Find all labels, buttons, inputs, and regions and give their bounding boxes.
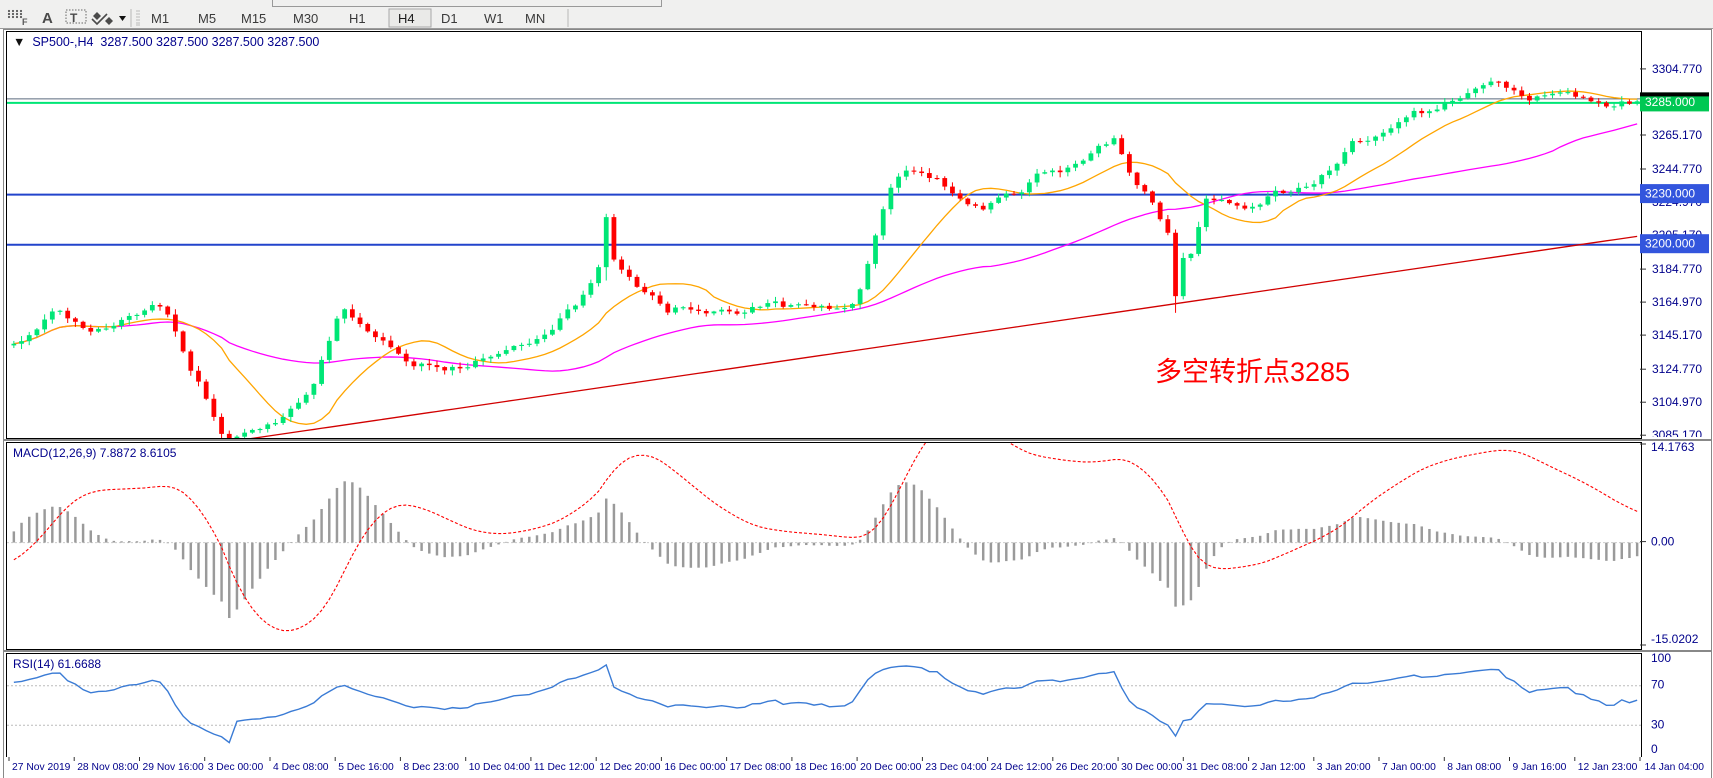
svg-text:70: 70	[1651, 678, 1665, 692]
svg-text:T: T	[70, 11, 78, 25]
svg-text:3164.970: 3164.970	[1652, 295, 1702, 309]
svg-text:3230.000: 3230.000	[1645, 187, 1695, 201]
svg-text:F: F	[22, 17, 28, 27]
svg-text:8 Jan 08:00: 8 Jan 08:00	[1447, 762, 1501, 773]
svg-text:3 Jan 20:00: 3 Jan 20:00	[1317, 762, 1371, 773]
svg-text:16 Dec 00:00: 16 Dec 00:00	[664, 762, 726, 773]
svg-text:3304.770: 3304.770	[1652, 62, 1702, 76]
svg-text:0: 0	[1651, 742, 1658, 756]
svg-text:24 Dec 12:00: 24 Dec 12:00	[991, 762, 1053, 773]
svg-text:W1: W1	[484, 11, 504, 26]
svg-text:28 Nov 08:00: 28 Nov 08:00	[77, 762, 139, 773]
svg-text:3184.770: 3184.770	[1652, 262, 1702, 276]
svg-text:3200.000: 3200.000	[1645, 237, 1695, 251]
svg-text:23 Dec 04:00: 23 Dec 04:00	[925, 762, 987, 773]
svg-text:14 Jan 04:00: 14 Jan 04:00	[1644, 762, 1704, 773]
svg-text:10 Dec 04:00: 10 Dec 04:00	[469, 762, 531, 773]
svg-text:12 Jan 23:00: 12 Jan 23:00	[1578, 762, 1638, 773]
svg-text:3085.170: 3085.170	[1652, 428, 1702, 437]
svg-text:12 Dec 20:00: 12 Dec 20:00	[599, 762, 661, 773]
svg-text:26 Dec 20:00: 26 Dec 20:00	[1056, 762, 1118, 773]
svg-text:30 Dec 00:00: 30 Dec 00:00	[1121, 762, 1183, 773]
svg-text:3 Dec 00:00: 3 Dec 00:00	[208, 762, 264, 773]
svg-text:M15: M15	[241, 11, 266, 26]
svg-text:3104.970: 3104.970	[1652, 395, 1702, 409]
svg-text:20 Dec 00:00: 20 Dec 00:00	[860, 762, 922, 773]
svg-text:M1: M1	[151, 11, 169, 26]
svg-text:D1: D1	[441, 11, 458, 26]
svg-text:-15.0202: -15.0202	[1651, 632, 1699, 646]
svg-text:3124.770: 3124.770	[1652, 362, 1702, 376]
svg-text:9 Jan 16:00: 9 Jan 16:00	[1513, 762, 1567, 773]
svg-text:18 Dec 16:00: 18 Dec 16:00	[795, 762, 857, 773]
svg-text:29 Nov 16:00: 29 Nov 16:00	[143, 762, 205, 773]
svg-text:M30: M30	[293, 11, 318, 26]
svg-text:M5: M5	[198, 11, 216, 26]
svg-text:30: 30	[1651, 717, 1665, 731]
svg-text:11 Dec 12:00: 11 Dec 12:00	[534, 762, 595, 773]
svg-text:3265.170: 3265.170	[1652, 128, 1702, 142]
svg-text:4 Dec 08:00: 4 Dec 08:00	[273, 762, 329, 773]
svg-text:3145.170: 3145.170	[1652, 328, 1702, 342]
svg-text:0.00: 0.00	[1651, 535, 1675, 549]
svg-text:5 Dec 16:00: 5 Dec 16:00	[338, 762, 394, 773]
svg-text:27 Nov 2019: 27 Nov 2019	[12, 762, 71, 773]
svg-text:14.1763: 14.1763	[1651, 442, 1695, 454]
svg-text:8 Dec 23:00: 8 Dec 23:00	[403, 762, 459, 773]
svg-text:2 Jan 12:00: 2 Jan 12:00	[1252, 762, 1306, 773]
svg-text:17 Dec 08:00: 17 Dec 08:00	[730, 762, 792, 773]
svg-text:100: 100	[1651, 653, 1671, 665]
svg-text:H1: H1	[349, 11, 366, 26]
svg-text:A: A	[42, 10, 53, 27]
svg-text:MN: MN	[525, 11, 545, 26]
svg-text:H4: H4	[398, 11, 415, 26]
svg-text:3285.000: 3285.000	[1645, 95, 1695, 109]
svg-text:3244.770: 3244.770	[1652, 162, 1702, 176]
svg-text:31 Dec 08:00: 31 Dec 08:00	[1186, 762, 1248, 773]
svg-text:7 Jan 00:00: 7 Jan 00:00	[1382, 762, 1436, 773]
